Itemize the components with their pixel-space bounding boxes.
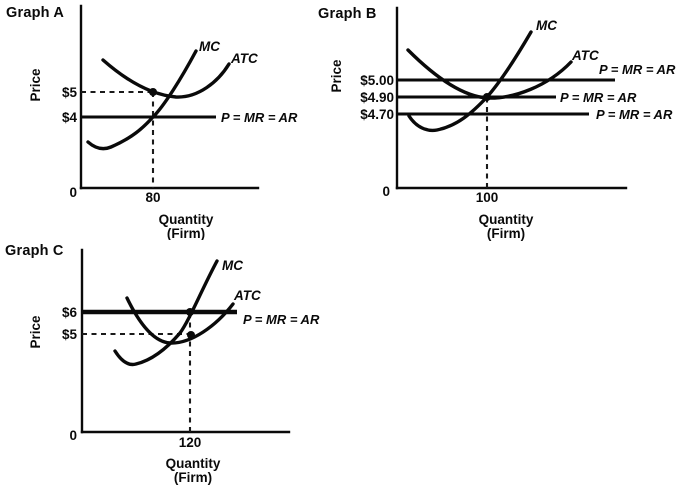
- graph-c-atc-label: ATC: [233, 288, 261, 303]
- graph-a-atc-point: [149, 88, 157, 96]
- graph-c: Graph C Price $6 $5 0 120 MC ATC P = MR …: [5, 243, 320, 485]
- graph-b-mc-label: MC: [536, 18, 557, 33]
- graph-c-xlabel-sub: (Firm): [174, 470, 212, 485]
- graph-c-xtick-120: 120: [179, 435, 202, 450]
- graph-c-atc-curve: [125, 296, 235, 345]
- graph-a-origin-label: 0: [69, 185, 77, 200]
- graph-c-price-line-label: P = MR = AR: [243, 312, 320, 327]
- graph-a-title: Graph A: [6, 5, 64, 21]
- graph-a-ytick-4: $4: [62, 110, 78, 125]
- graph-b-ytick-470: $4.70: [360, 107, 394, 122]
- graph-c-atc-point: [187, 331, 195, 339]
- graph-c-ytick-5: $5: [62, 327, 78, 342]
- graph-a-xlabel: Quantity: [159, 212, 214, 227]
- graph-b-mc-curve: [407, 30, 533, 133]
- graph-b-atc-label: ATC: [571, 48, 599, 63]
- graph-c-ylabel: Price: [28, 315, 43, 349]
- graph-a-mc-label: MC: [199, 39, 220, 54]
- graph-b-atc-curve: [406, 48, 573, 100]
- graph-a-atc-label: ATC: [230, 51, 258, 66]
- graph-b-tangency-point: [483, 93, 491, 101]
- graph-b-price-line-label-500: P = MR = AR: [599, 62, 676, 77]
- graph-a-atc-curve: [101, 58, 231, 99]
- graph-b-origin-label: 0: [382, 184, 390, 199]
- graph-c-origin-label: 0: [69, 428, 77, 443]
- graph-b-price-line-label-490: P = MR = AR: [560, 90, 637, 105]
- graph-a-mc-curve: [86, 49, 198, 151]
- graph-c-mc-price-point: [186, 308, 194, 316]
- graph-c-ytick-6: $6: [62, 305, 78, 320]
- graph-b-title: Graph B: [318, 6, 377, 22]
- graph-b-xtick-100: 100: [476, 190, 499, 205]
- graph-b-xlabel-sub: (Firm): [487, 226, 525, 241]
- graph-c-title: Graph C: [5, 243, 64, 259]
- graph-c-mc-curve: [113, 259, 219, 367]
- graph-c-mc-label: MC: [222, 258, 243, 273]
- graph-b-ytick-500: $5.00: [360, 73, 394, 88]
- graph-a-xtick-80: 80: [145, 190, 160, 205]
- graph-a-ytick-5: $5: [62, 85, 78, 100]
- graph-a-price-line-label: P = MR = AR: [221, 110, 298, 125]
- graph-a-xlabel-sub: (Firm): [167, 226, 205, 240]
- graph-b-xlabel: Quantity: [479, 212, 534, 227]
- graph-b-ylabel: Price: [329, 59, 344, 93]
- graph-b: Graph B Price $5.00 $4.90 $4.70 0 100 MC…: [318, 6, 676, 241]
- graph-b-ytick-490: $4.90: [360, 90, 394, 105]
- graph-b-price-line-label-470: P = MR = AR: [596, 107, 673, 122]
- graph-a-ylabel: Price: [28, 68, 43, 102]
- graph-a: Graph A Price $5 $4 0 80 MC ATC P = MR =…: [6, 4, 298, 240]
- graph-c-xlabel: Quantity: [166, 456, 221, 471]
